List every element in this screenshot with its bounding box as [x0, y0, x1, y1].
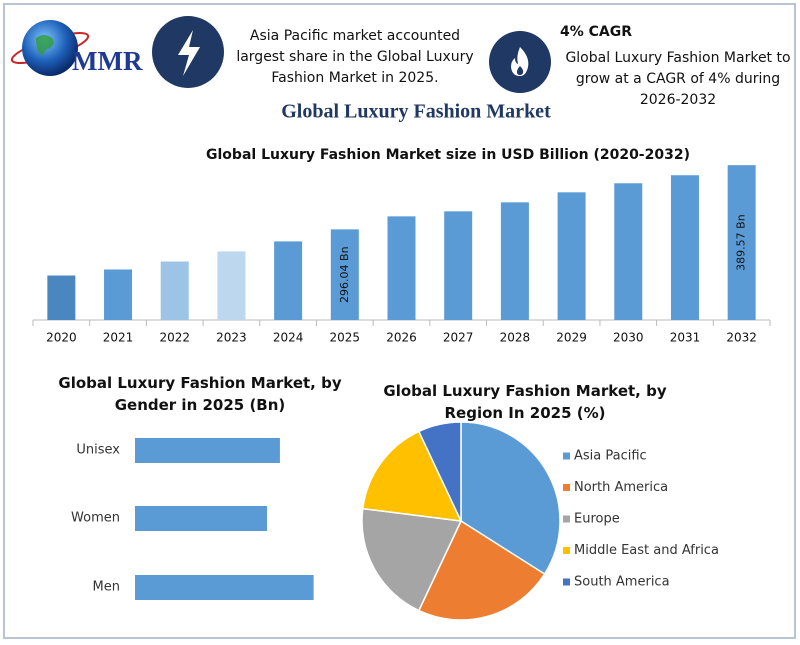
legend-swatch — [563, 578, 570, 586]
data-label: 296.04 Bn — [338, 246, 351, 303]
cagr-title: 4% CAGR — [560, 24, 633, 40]
bar — [330, 229, 359, 320]
bar — [557, 192, 586, 320]
main-title: Global Luxury Fashion Market — [281, 101, 551, 123]
lightning-icon — [152, 16, 224, 88]
x-tick-label: 2024 — [273, 331, 304, 345]
cagr-text: Global Luxury Fashion Market to grow at … — [565, 50, 791, 108]
pie-slice — [361, 430, 463, 522]
chart-title: Global Luxury Fashion Market size in USD… — [206, 147, 690, 163]
logo-globe — [10, 20, 90, 76]
bar — [135, 506, 267, 531]
bar — [217, 251, 246, 320]
legend-label: Middle East and Africa — [574, 543, 719, 558]
legend-swatch — [563, 515, 570, 523]
pie-slice — [417, 519, 546, 621]
legend-label: South America — [574, 575, 670, 590]
bar — [104, 269, 133, 320]
x-tick-label: 2027 — [443, 331, 474, 345]
bar — [444, 211, 473, 320]
bar — [274, 241, 303, 320]
info-text: Asia Pacific market accounted largest sh… — [236, 28, 474, 86]
region-title: Global Luxury Fashion Market, by Region … — [383, 382, 667, 422]
x-tick-label: 2026 — [386, 331, 417, 345]
x-tick-label: 2032 — [726, 331, 757, 345]
bar — [47, 275, 76, 320]
legend-swatch — [563, 452, 570, 460]
bar — [614, 183, 643, 320]
logo-text: MMR — [72, 46, 143, 76]
y-tick-label: Women — [71, 511, 120, 526]
legend-swatch — [563, 484, 570, 491]
pie-slice — [417, 421, 462, 522]
y-tick-label: Men — [93, 580, 120, 595]
x-tick-label: 2031 — [670, 331, 701, 345]
flame-icon — [489, 31, 551, 93]
x-tick-label: 2023 — [216, 331, 247, 345]
frame — [3, 3, 796, 639]
x-tick-label: 2022 — [159, 331, 190, 345]
legend-swatch — [563, 547, 570, 554]
x-tick-label: 2029 — [556, 331, 587, 345]
data-label: 389.57 Bn — [735, 214, 748, 271]
x-tick-label: 2028 — [500, 331, 531, 345]
gender-title: Global Luxury Fashion Market, by Gender … — [58, 374, 342, 414]
bar — [500, 202, 529, 320]
x-tick-label: 2030 — [613, 331, 644, 345]
legend-label: Europe — [574, 512, 620, 527]
pie-slice — [361, 507, 463, 612]
x-tick-label: 2021 — [103, 331, 134, 345]
x-tick-label: 2025 — [330, 331, 361, 345]
bar — [387, 216, 416, 320]
bar — [135, 438, 280, 463]
bar — [160, 261, 189, 320]
legend-label: North America — [574, 480, 668, 495]
bar — [670, 175, 699, 320]
legend-label: Asia Pacific — [574, 449, 647, 464]
bar — [727, 165, 756, 320]
y-tick-label: Unisex — [76, 443, 120, 458]
bar — [135, 575, 314, 600]
x-tick-label: 2020 — [46, 331, 77, 345]
